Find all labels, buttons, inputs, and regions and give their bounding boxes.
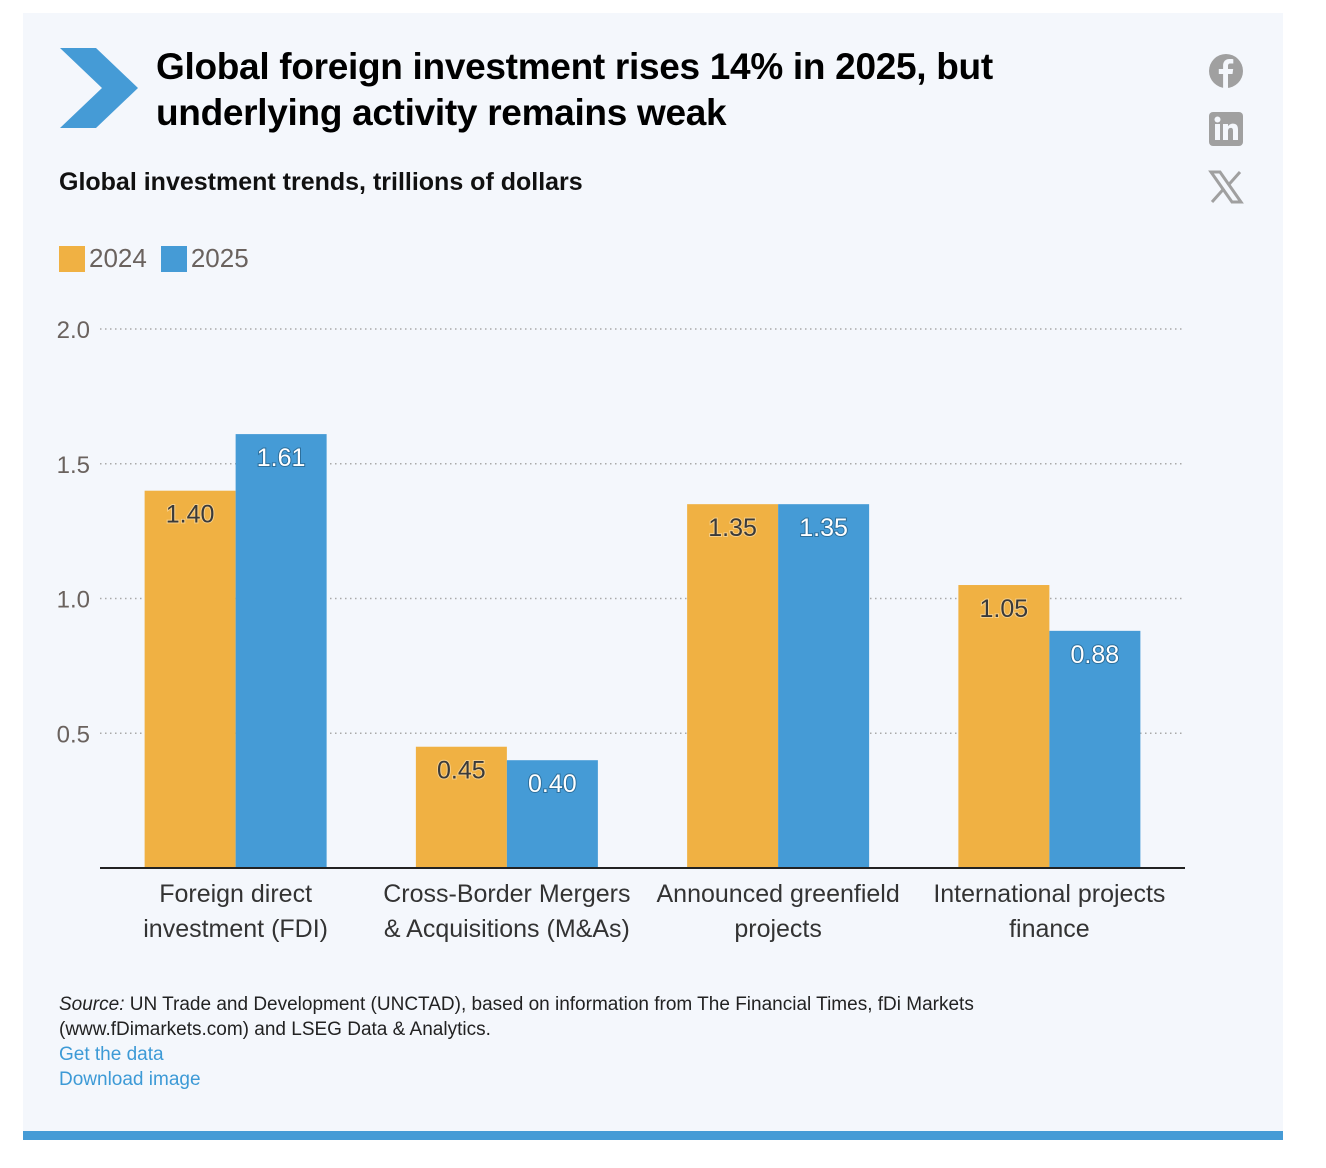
- x-tick-label: Foreign direct: [159, 880, 312, 908]
- y-tick-label: 1.0: [57, 587, 90, 614]
- x-tick-label: & Acquisitions (M&As): [384, 915, 630, 943]
- x-tick-label: investment (FDI): [143, 915, 328, 943]
- data-label: 0.40: [528, 770, 577, 798]
- chart-footer: Source: UN Trade and Development (UNCTAD…: [59, 992, 974, 1092]
- x-tick-label: projects: [734, 915, 822, 943]
- legend-item-2024: 2024: [59, 243, 147, 274]
- bar-2024: [687, 504, 779, 868]
- source-label: Source:: [59, 994, 125, 1015]
- title-line-1: Global foreign investment rises 14% in 2…: [156, 46, 993, 87]
- legend-label-2025: 2025: [190, 243, 249, 273]
- chart-subtitle: Global investment trends, trillions of d…: [59, 168, 583, 196]
- source-note: Source: UN Trade and Development (UNCTAD…: [59, 992, 974, 1017]
- download-image-link[interactable]: Download image: [59, 1069, 201, 1090]
- bar-2024: [415, 746, 507, 868]
- x-tick-label: Announced greenfield: [657, 880, 900, 908]
- legend-swatch-2024: [59, 245, 85, 272]
- x-tick-label: finance: [1009, 915, 1090, 943]
- data-label: 1.40: [166, 501, 215, 529]
- bottom-accent-bar: [23, 1131, 1283, 1140]
- data-label: 1.35: [799, 514, 848, 542]
- bar-2024: [144, 490, 236, 868]
- y-tick-label: 0.5: [57, 721, 90, 748]
- data-label: 1.05: [980, 595, 1029, 623]
- bar-2024: [958, 585, 1050, 868]
- bar-2025: [235, 434, 327, 868]
- bar-2025: [1049, 630, 1141, 868]
- chart-title: Global foreign investment rises 14% in 2…: [156, 44, 1156, 136]
- title-line-2: underlying activity remains weak: [156, 92, 727, 133]
- source-text-2: (www.fDimarkets.com) and LSEG Data & Ana…: [59, 1019, 491, 1040]
- legend: 2024 2025: [59, 243, 263, 274]
- x-tick-label: Cross-Border Mergers: [383, 880, 630, 908]
- chevron-right-icon: [60, 48, 138, 128]
- linkedin-icon[interactable]: [1207, 110, 1245, 148]
- x-icon[interactable]: [1207, 168, 1245, 206]
- legend-label-2024: 2024: [89, 243, 147, 273]
- x-tick-label: International projects: [933, 880, 1165, 908]
- data-label: 1.61: [257, 444, 306, 472]
- source-text: UN Trade and Development (UNCTAD), based…: [124, 994, 974, 1015]
- y-tick-label: 2.0: [57, 317, 90, 344]
- bar-2025: [778, 504, 870, 868]
- data-label: 0.45: [437, 757, 486, 785]
- data-label: 1.35: [708, 514, 757, 542]
- bar-2025: [506, 760, 598, 868]
- legend-item-2025: 2025: [160, 243, 249, 274]
- data-label: 0.88: [1071, 641, 1120, 669]
- facebook-icon[interactable]: [1207, 52, 1245, 90]
- get-data-link[interactable]: Get the data: [59, 1044, 164, 1065]
- legend-swatch-2025: [160, 245, 187, 272]
- y-tick-label: 1.5: [57, 452, 90, 479]
